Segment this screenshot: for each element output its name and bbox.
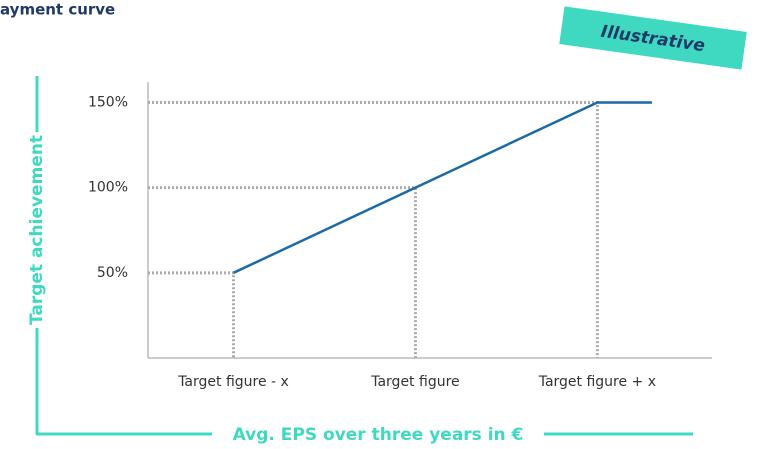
x-tick-label: Target figure <box>370 374 459 390</box>
guide-line <box>148 100 599 358</box>
badge-box <box>559 6 747 70</box>
guide-line <box>148 186 417 358</box>
y-tick-label: 100% <box>88 180 128 196</box>
y-axis-title: Target achievement <box>27 135 47 325</box>
x-tick-label: Target figure - x <box>177 374 289 390</box>
y-tick-label: 150% <box>88 94 128 110</box>
y-tick-label: 50% <box>97 265 128 281</box>
line <box>232 101 652 274</box>
badge: Illustrative <box>559 6 747 70</box>
guide-line <box>148 271 236 358</box>
x-tick-label: Target figure + x <box>538 374 656 390</box>
x-axis-title: Avg. EPS over three years in € <box>233 425 524 445</box>
chart-title: ayment curve <box>0 1 115 19</box>
